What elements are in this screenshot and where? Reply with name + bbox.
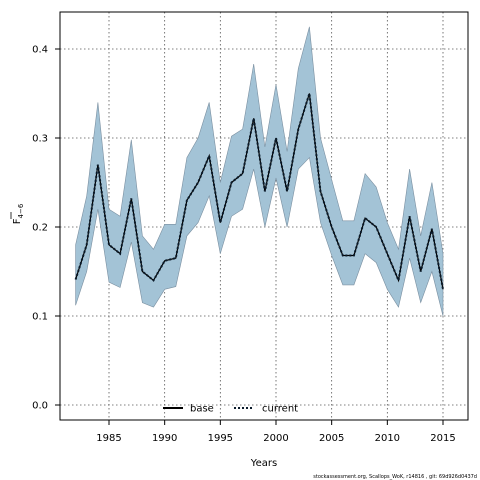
x-tick-label: 2005 (319, 433, 344, 444)
x-axis-title: Years (250, 458, 277, 469)
confidence-band (75, 26, 444, 317)
axes: 1985 1990 1995 2000 2005 2010 2015 0.0 0.1 0.2 0.3… (32, 11, 469, 444)
y-tick-label: 0.0 (32, 401, 48, 412)
legend-label-current: current (262, 404, 298, 415)
y-tick-label: 0.1 (32, 312, 48, 323)
x-tick-label: 1990 (152, 433, 177, 444)
x-tick-label: 2015 (430, 433, 455, 444)
y-tick-label: 0.2 (32, 223, 48, 234)
y-axis-title: F4−6 (10, 203, 25, 224)
x-tick-label: 2000 (263, 433, 288, 444)
y-tick-label: 0.4 (32, 45, 48, 56)
series-line-layer (74, 93, 444, 290)
y-tick-label: 0.3 (32, 134, 48, 145)
y-axis-title-sub: 4−6 (17, 203, 25, 218)
x-tick-label: 1995 (208, 433, 233, 444)
plot-frame (59, 11, 469, 421)
x-tick-label: 2010 (375, 433, 400, 444)
series-line-current (74, 93, 444, 290)
svg-text:F4−6: F4−6 (12, 203, 25, 224)
legend: base current (163, 404, 298, 415)
confidence-band-layer (75, 26, 444, 317)
legend-label-base: base (190, 404, 214, 415)
x-tick-label: 1985 (96, 433, 121, 444)
footer-text: stockassessment.org, Scallops_WoK, r1481… (313, 474, 477, 480)
y-axis-title-main: F (12, 218, 23, 224)
